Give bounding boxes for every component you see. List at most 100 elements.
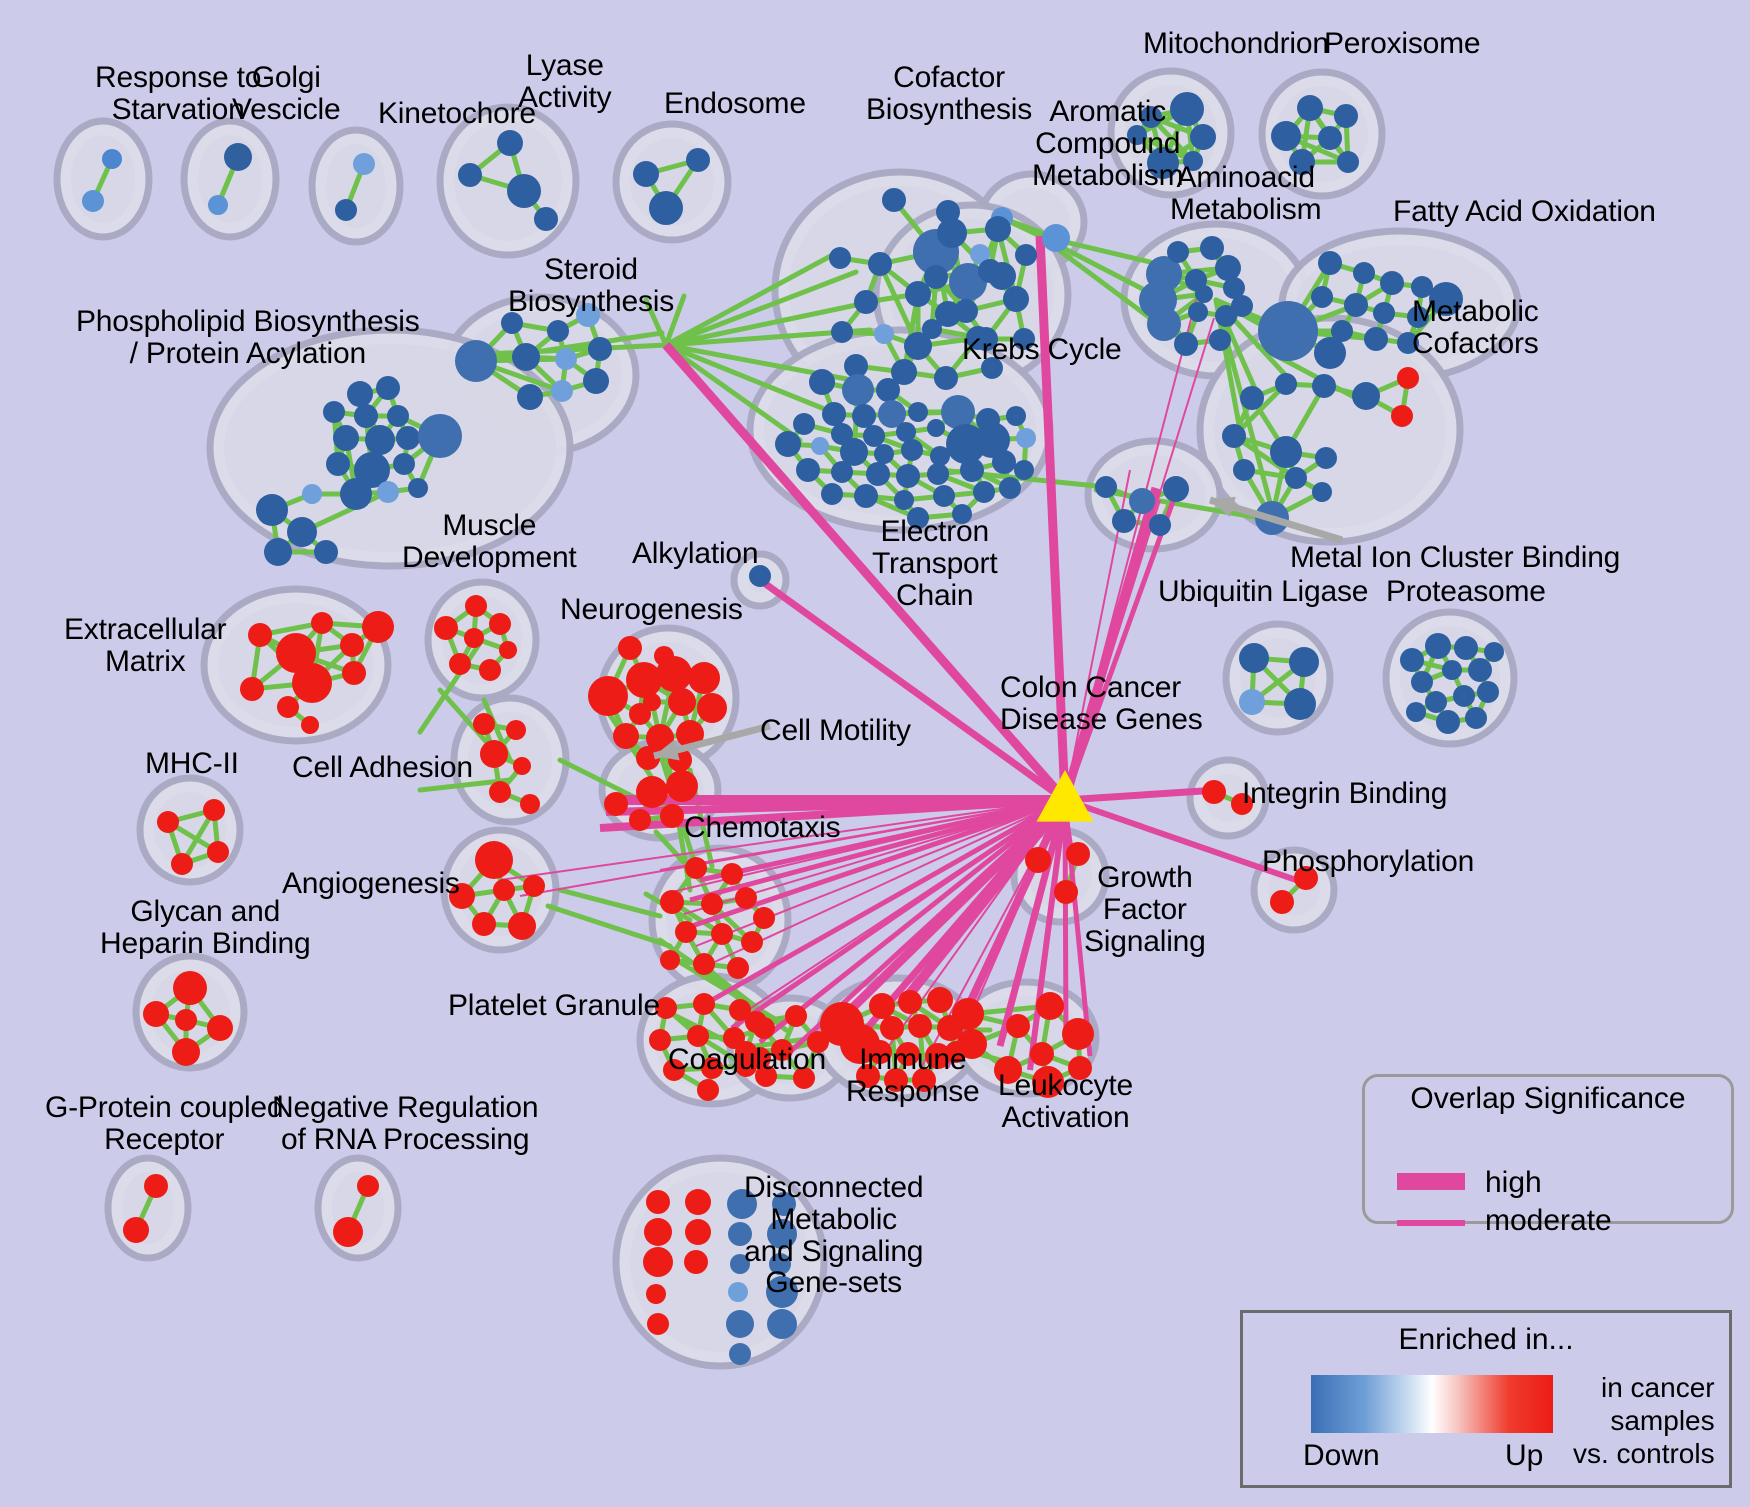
gene-set-node[interactable] [1312,374,1336,398]
gene-set-node[interactable] [1411,671,1433,693]
gene-set-node[interactable] [840,438,868,466]
gene-set-node[interactable] [1425,633,1451,659]
gene-set-node[interactable] [513,757,531,775]
gene-set-node[interactable] [449,653,471,675]
gene-set-node[interactable] [994,1056,1022,1084]
gene-set-node[interactable] [1006,1014,1030,1038]
gene-set-node[interactable] [728,1282,748,1302]
gene-set-node[interactable] [1425,691,1447,713]
gene-set-node[interactable] [1284,688,1316,720]
gene-set-node[interactable] [629,809,651,831]
gene-set-node[interactable] [613,723,639,749]
gene-set-node[interactable] [701,893,723,915]
gene-set-node[interactable] [1380,271,1404,295]
gene-set-node[interactable] [767,1219,797,1249]
gene-set-node[interactable] [831,423,853,445]
gene-set-node[interactable] [896,422,916,442]
gene-set-node[interactable] [393,453,415,475]
gene-set-node[interactable] [1215,305,1237,327]
gene-set-node[interactable] [1453,685,1475,707]
gene-set-node[interactable] [775,431,801,457]
gene-set-node[interactable] [656,656,692,692]
gene-set-node[interactable] [954,299,978,323]
gene-set-node[interactable] [472,912,496,936]
gene-set-node[interactable] [697,1079,719,1101]
gene-set-node[interactable] [1174,332,1198,356]
gene-set-node[interactable] [842,374,874,406]
gene-set-node[interactable] [1025,847,1051,873]
gene-set-node[interactable] [831,461,853,483]
gene-set-node[interactable] [974,327,998,351]
gene-set-node[interactable] [489,781,511,803]
gene-set-node[interactable] [387,405,409,427]
gene-set-node[interactable] [172,1038,200,1066]
gene-set-node[interactable] [896,1042,920,1066]
gene-set-node[interactable] [1270,436,1302,468]
gene-set-node[interactable] [868,1040,892,1064]
gene-set-node[interactable] [1167,241,1189,263]
gene-set-node[interactable] [434,616,458,640]
gene-set-node[interactable] [523,875,545,897]
gene-set-node[interactable] [927,419,945,437]
gene-set-node[interactable] [458,163,482,187]
gene-set-node[interactable] [1209,329,1231,351]
gene-set-node[interactable] [1231,295,1253,317]
gene-set-node[interactable] [489,613,511,635]
gene-set-node[interactable] [769,1253,791,1275]
gene-set-node[interactable] [455,340,497,382]
gene-set-node[interactable] [901,439,923,461]
gene-set-node[interactable] [342,661,366,685]
gene-set-node[interactable] [727,957,749,979]
gene-set-node[interactable] [1054,880,1078,904]
gene-set-node[interactable] [684,1250,708,1274]
gene-set-node[interactable] [1170,92,1204,126]
gene-set-node[interactable] [935,301,961,327]
gene-set-node[interactable] [753,907,775,929]
gene-set-node[interactable] [588,676,628,716]
gene-set-node[interactable] [1289,149,1315,175]
gene-set-node[interactable] [807,1031,829,1053]
gene-set-node[interactable] [473,713,495,735]
gene-set-node[interactable] [224,143,252,171]
gene-set-node[interactable] [604,792,628,816]
gene-set-node[interactable] [1195,285,1213,303]
gene-set-node[interactable] [354,452,390,488]
gene-set-node[interactable] [793,1067,815,1089]
gene-set-node[interactable] [292,663,332,703]
gene-set-node[interactable] [1364,327,1388,351]
gene-set-node[interactable] [311,612,333,634]
gene-set-node[interactable] [981,357,1003,379]
gene-set-node[interactable] [686,148,710,172]
gene-set-node[interactable] [464,628,484,648]
gene-set-node[interactable] [171,853,193,875]
gene-set-node[interactable] [340,633,364,657]
gene-set-node[interactable] [949,263,987,301]
gene-set-node[interactable] [1239,689,1265,715]
gene-set-node[interactable] [1484,642,1504,662]
gene-set-node[interactable] [729,1343,751,1365]
gene-set-node[interactable] [735,887,757,909]
gene-set-node[interactable] [701,1057,723,1079]
gene-set-node[interactable] [1397,367,1419,389]
gene-set-node[interactable] [727,1189,757,1219]
gene-set-node[interactable] [876,378,900,402]
gene-set-node[interactable] [856,1064,880,1088]
gene-set-node[interactable] [675,921,697,943]
gene-set-node[interactable] [357,1175,379,1197]
gene-set-node[interactable] [1436,710,1460,734]
gene-set-node[interactable] [633,161,659,187]
gene-set-node[interactable] [1258,301,1318,361]
gene-set-node[interactable] [930,446,950,466]
gene-set-node[interactable] [922,319,942,339]
gene-set-node[interactable] [927,463,949,485]
gene-set-node[interactable] [863,425,885,447]
gene-set-node[interactable] [907,507,929,529]
gene-set-node[interactable] [1163,476,1189,502]
gene-set-node[interactable] [102,149,122,169]
gene-set-node[interactable] [741,931,763,953]
gene-set-node[interactable] [276,633,316,673]
gene-set-node[interactable] [396,426,420,450]
gene-set-node[interactable] [264,538,292,566]
gene-set-node[interactable] [960,458,984,482]
gene-set-node[interactable] [1015,244,1037,266]
